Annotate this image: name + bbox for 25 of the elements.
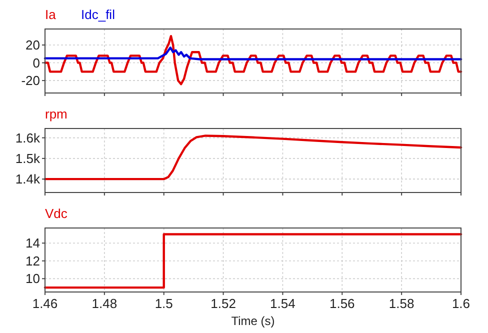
y-tick-label: 12 [26,253,40,268]
text: rpm [45,106,68,122]
y-tick-label: 0 [32,55,40,70]
x-tick-label: 1.5 [154,296,173,311]
x-axis-title: Time (s) [231,314,275,328]
x-tick-label: 1.52 [210,296,236,311]
y-tick-label: 1.5k [15,150,40,166]
y-tick-label: -20 [21,73,40,88]
x-tick-label: 1.46 [32,296,58,311]
text: Ia [45,7,57,22]
y-tick-label: 20 [26,38,40,53]
line-series [44,134,462,180]
text: Vdc [45,206,68,221]
y-tick-label: 1.4k [15,172,40,187]
y-tick-label: 1.6k [15,130,40,146]
line-series [44,35,462,86]
text: Idc_fil [81,7,116,22]
x-tick-label: 1.48 [92,296,118,311]
x-tick-label: 1.54 [270,296,296,311]
y-tick-label: 14 [26,236,40,251]
line-series [44,46,462,60]
x-tick-label: 1.58 [388,296,414,311]
x-tick-label: 1.6 [452,296,470,311]
y-tick-label: 10 [26,271,40,286]
x-tick-label: 1.56 [329,296,355,311]
